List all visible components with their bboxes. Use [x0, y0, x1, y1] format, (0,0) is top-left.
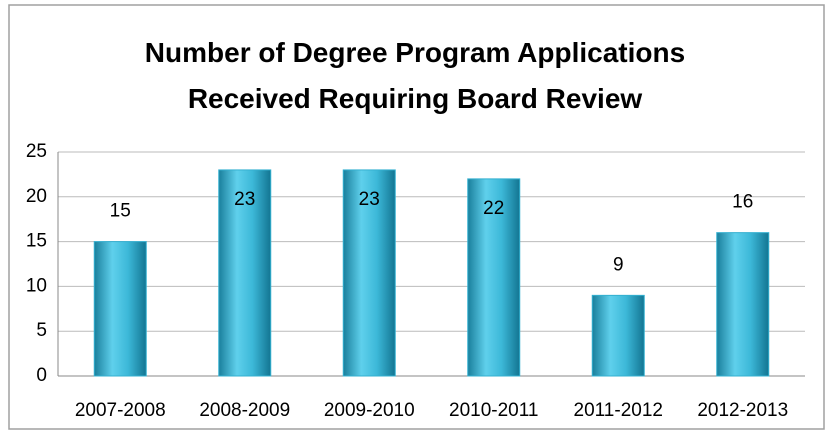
y-tick-label: 5	[36, 320, 47, 341]
x-tick-label: 2012-2013	[697, 400, 788, 421]
x-tick-label: 2009-2010	[324, 400, 415, 421]
y-tick-label: 0	[36, 365, 47, 386]
chart-title: Number of Degree Program Applications Re…	[144, 37, 686, 114]
bar	[591, 294, 645, 377]
y-tick-label: 25	[26, 141, 47, 162]
data-label: 16	[732, 192, 753, 213]
data-label: 22	[483, 198, 504, 219]
bar	[716, 232, 770, 377]
data-label: 23	[359, 189, 380, 210]
y-tick-label: 15	[26, 231, 47, 252]
x-tick-label: 2008-2009	[199, 400, 290, 421]
y-tick-label: 10	[26, 275, 47, 296]
frame-border	[8, 4, 825, 430]
x-tick-label: 2011-2012	[574, 400, 663, 421]
bar	[93, 241, 147, 377]
x-tick-label: 2007-2008	[75, 400, 166, 421]
bar	[467, 178, 521, 377]
data-label: 9	[613, 254, 624, 275]
bar	[342, 169, 396, 377]
bar	[218, 169, 272, 377]
x-tick-label: 2010-2011	[449, 400, 538, 421]
data-label: 23	[234, 189, 255, 210]
y-tick-label: 20	[26, 186, 47, 207]
data-label: 15	[110, 201, 131, 222]
